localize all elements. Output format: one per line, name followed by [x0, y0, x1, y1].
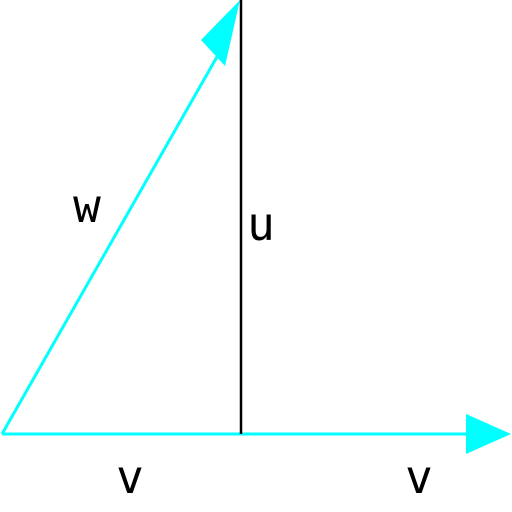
vector-w-arrowhead: [201, 0, 240, 66]
label-v-right: v: [405, 450, 433, 504]
label-w: w: [73, 179, 101, 233]
label-v-left: v: [116, 450, 144, 504]
label-u: u: [247, 197, 275, 251]
vector-v-arrowhead: [466, 414, 511, 454]
vector-w-line: [0, 54, 220, 435]
